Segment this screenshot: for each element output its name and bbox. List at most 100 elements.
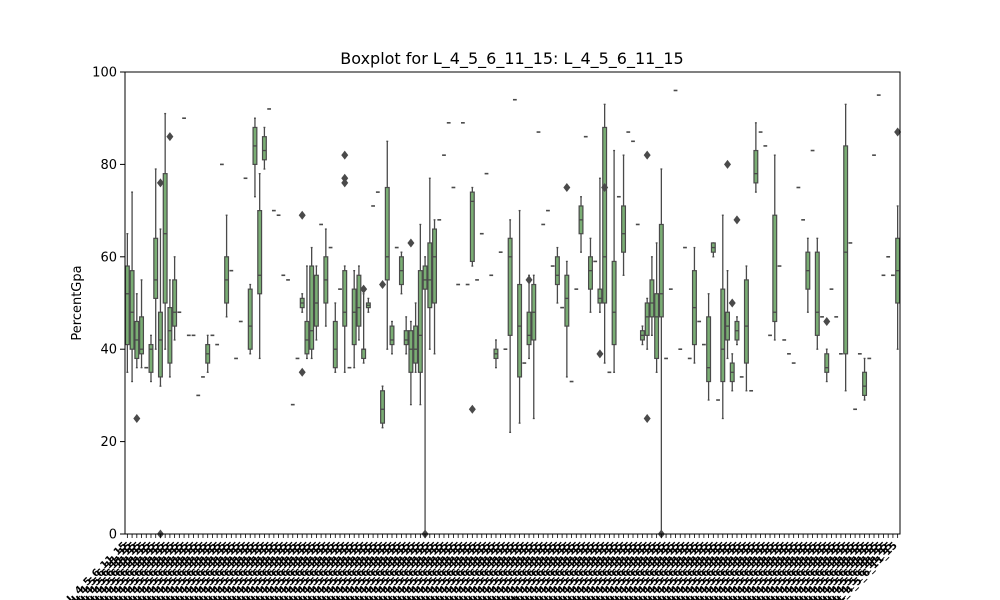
box-group (224, 214, 230, 318)
box-body (658, 223, 664, 318)
box-group (403, 316, 409, 355)
y-tick-label: 40 (100, 343, 117, 358)
box-group (379, 280, 387, 429)
x-axis-label: U (507, 596, 517, 600)
box-group (639, 325, 645, 346)
box-group (421, 256, 429, 539)
box-body (469, 191, 475, 263)
box-group (743, 265, 749, 392)
outlier-point (341, 150, 349, 160)
box-group (601, 103, 609, 364)
box-group (862, 357, 868, 401)
box-body (304, 320, 310, 355)
outlier-point (360, 284, 368, 294)
box-group (805, 237, 811, 313)
box-body (621, 205, 627, 253)
box-body (602, 126, 608, 304)
y-tick-label: 20 (100, 435, 117, 450)
box-body (389, 325, 395, 346)
box-group (823, 316, 831, 383)
box-group (139, 279, 145, 369)
box-body (157, 311, 163, 378)
box-body (351, 288, 357, 346)
box-group (643, 150, 651, 423)
box-body (564, 274, 570, 327)
box-body (517, 283, 523, 378)
box-group (133, 293, 141, 423)
box-group (365, 297, 371, 313)
box-body (427, 242, 433, 309)
box-group (733, 215, 741, 346)
box-group (753, 122, 759, 193)
plot-area (124, 89, 902, 539)
box-group (596, 177, 604, 359)
box-body (432, 228, 438, 304)
box-group (351, 270, 357, 369)
box-body (422, 265, 428, 290)
box-body (356, 274, 362, 327)
outlier-point (379, 280, 387, 290)
box-body (654, 293, 660, 360)
y-axis-ticks: 0 20 40 60 80 100 (92, 66, 125, 543)
box-group (517, 209, 523, 424)
box-group (304, 265, 310, 360)
box-body (507, 237, 513, 336)
box-group (384, 140, 390, 350)
box-group (162, 112, 168, 350)
outlier-point (596, 349, 604, 359)
box-body (309, 265, 315, 350)
box-group (432, 219, 438, 355)
box-group (398, 251, 404, 295)
box-body (332, 320, 338, 369)
box-group (507, 219, 513, 434)
box-body (743, 279, 749, 364)
box-body (153, 237, 159, 299)
box-body (587, 256, 593, 290)
outlier-point (156, 178, 164, 188)
box-group (611, 149, 617, 373)
box-group (148, 334, 154, 383)
outlier-point (407, 238, 415, 248)
outlier-point (563, 183, 571, 192)
box-body (417, 270, 423, 373)
box-group (356, 265, 362, 341)
box-group (554, 246, 560, 304)
outlier-point (525, 275, 533, 285)
box-body (413, 325, 419, 364)
outlier-point (643, 414, 651, 423)
box-body (148, 343, 154, 373)
box-body (172, 279, 178, 327)
y-tick-label: 0 (109, 528, 117, 543)
y-tick-label: 80 (100, 158, 117, 173)
box-body (824, 353, 830, 373)
box-group (843, 103, 849, 392)
outlier-point (823, 316, 831, 326)
outlier-point (468, 404, 476, 414)
box-group (360, 284, 368, 364)
box-body (597, 288, 603, 304)
box-body (384, 186, 390, 281)
box-group (341, 150, 349, 373)
box-group (654, 242, 660, 373)
box-body (862, 371, 868, 396)
box-group (772, 154, 778, 341)
box-group (427, 177, 433, 350)
box-body (380, 390, 386, 424)
box-body (554, 256, 560, 286)
box-group (563, 183, 571, 378)
box-group (587, 237, 593, 313)
box-group (156, 178, 164, 539)
box-body (124, 265, 130, 346)
box-body (361, 348, 367, 360)
box-group (728, 298, 736, 392)
box-body (843, 145, 849, 355)
box-group (129, 191, 135, 383)
box-group (720, 214, 726, 420)
box-group (205, 334, 211, 373)
box-group (814, 237, 820, 350)
box-body (162, 173, 168, 304)
box-group (153, 168, 159, 350)
outlier-point (728, 298, 736, 308)
box-group (389, 320, 395, 355)
box-body (247, 288, 253, 350)
